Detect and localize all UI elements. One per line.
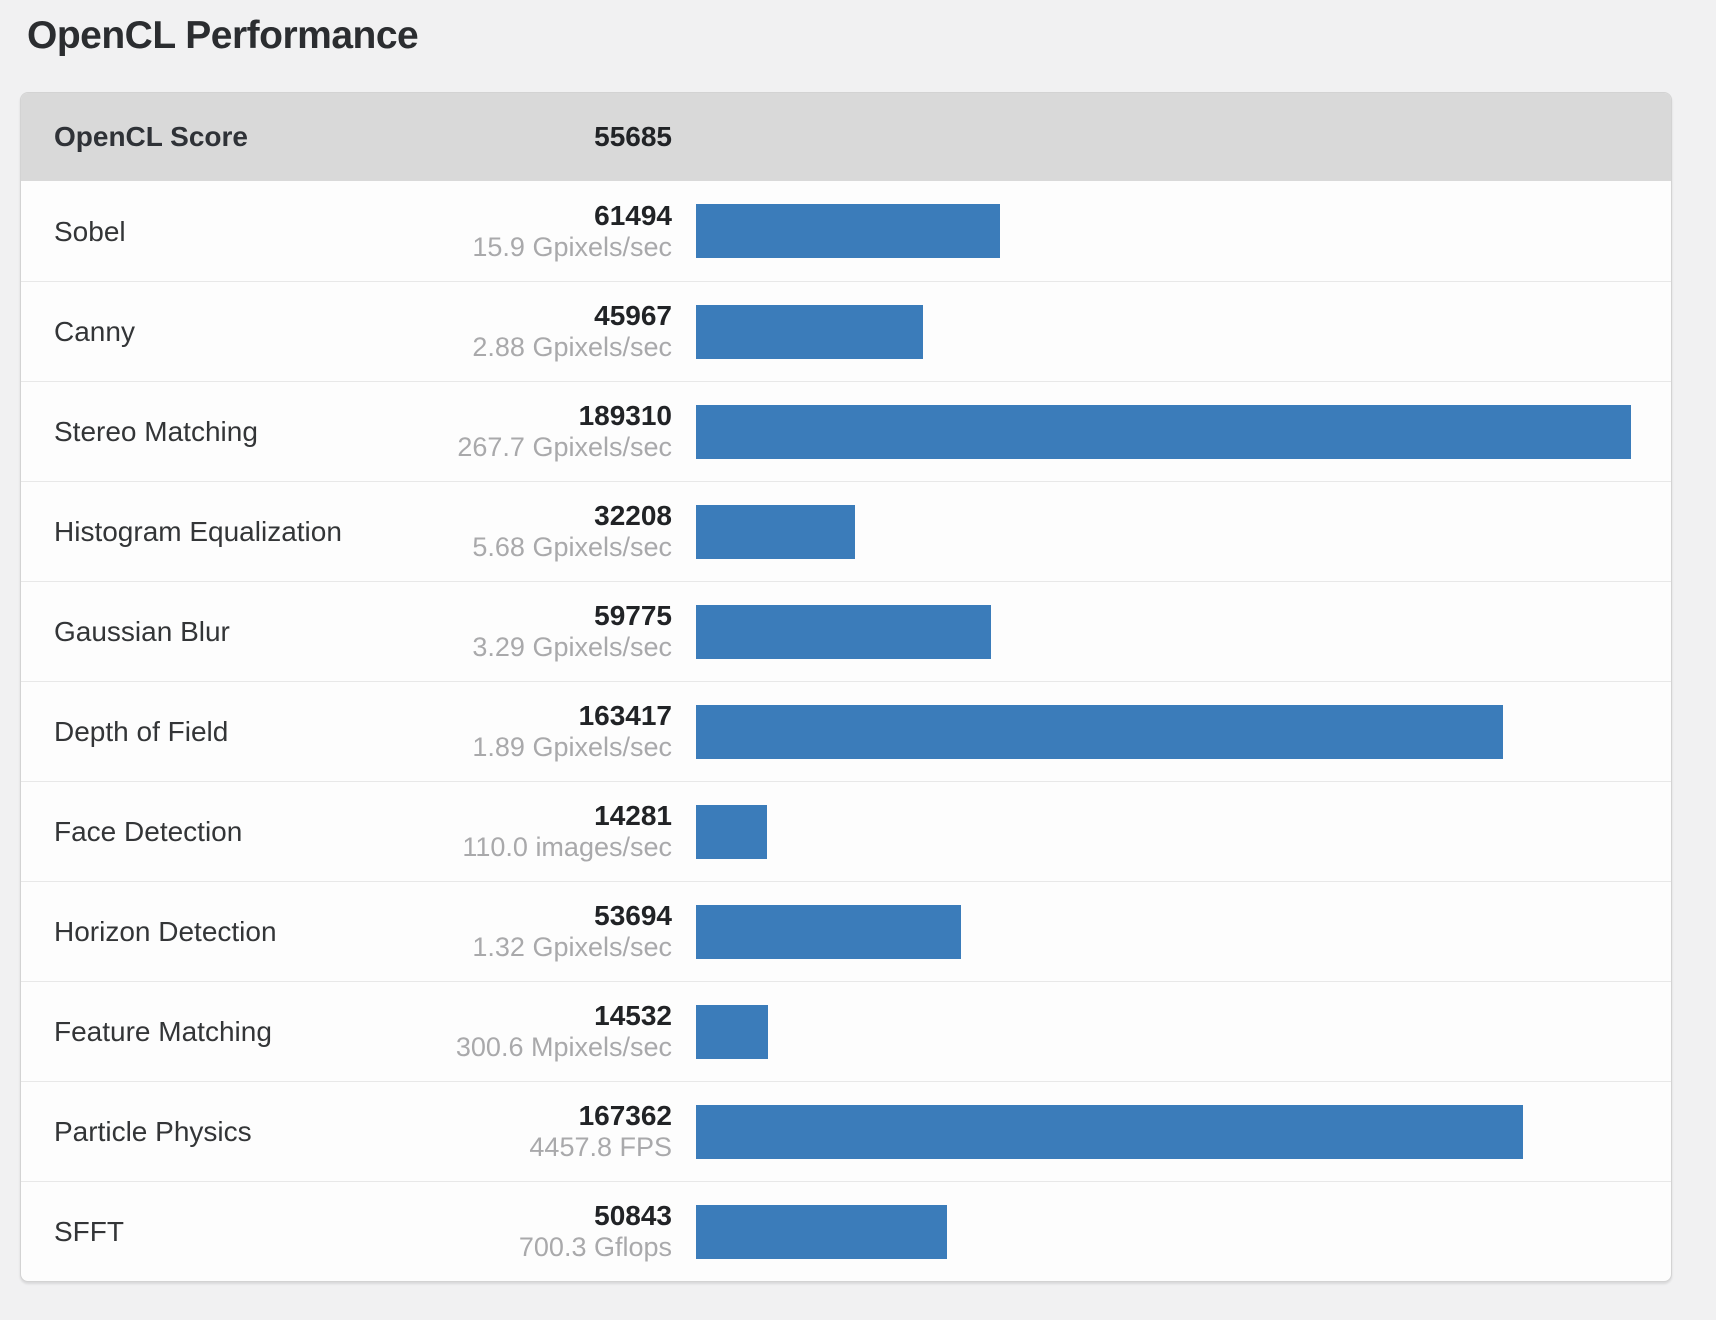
benchmark-score: 50843 <box>594 1200 672 1231</box>
benchmark-values: 167362 4457.8 FPS <box>354 1100 672 1163</box>
benchmark-label: Feature Matching <box>54 1016 272 1047</box>
benchmark-score: 53694 <box>594 900 672 931</box>
benchmark-row: Face Detection 14281 110.0 images/sec <box>21 781 1671 881</box>
benchmark-label: Gaussian Blur <box>54 616 230 647</box>
benchmark-row: Canny 45967 2.88 Gpixels/sec <box>21 281 1671 381</box>
benchmark-values: 14281 110.0 images/sec <box>354 800 672 863</box>
benchmark-row: Feature Matching 14532 300.6 Mpixels/sec <box>21 981 1671 1081</box>
benchmark-label: Particle Physics <box>54 1116 252 1147</box>
score-bar <box>696 804 767 859</box>
benchmark-label: Face Detection <box>54 816 243 847</box>
benchmark-throughput: 4457.8 FPS <box>529 1132 672 1162</box>
benchmark-row: Sobel 61494 15.9 Gpixels/sec <box>21 181 1671 281</box>
benchmark-values: 163417 1.89 Gpixels/sec <box>354 700 672 763</box>
benchmark-score: 163417 <box>578 700 672 731</box>
benchmark-values: 61494 15.9 Gpixels/sec <box>354 200 672 263</box>
benchmark-throughput: 3.29 Gpixels/sec <box>472 632 672 662</box>
benchmark-row: SFFT 50843 700.3 Gflops <box>21 1181 1671 1281</box>
benchmark-label: Horizon Detection <box>54 916 277 947</box>
benchmark-throughput: 1.89 Gpixels/sec <box>472 732 672 762</box>
score-bar <box>696 604 991 659</box>
benchmark-label: Depth of Field <box>54 716 229 747</box>
score-bar-track <box>696 204 1671 258</box>
benchmark-score: 59775 <box>594 600 672 631</box>
benchmark-score: 167362 <box>578 1100 672 1131</box>
benchmark-row: Histogram Equalization 32208 5.68 Gpixel… <box>21 481 1671 581</box>
page-title: OpenCL Performance <box>27 14 419 57</box>
score-bar-track <box>696 1104 1671 1159</box>
score-bar-track <box>696 704 1671 759</box>
score-bar <box>696 904 961 959</box>
benchmark-row: Particle Physics 167362 4457.8 FPS <box>21 1081 1671 1181</box>
benchmark-label: Stereo Matching <box>54 416 258 447</box>
benchmark-throughput: 5.68 Gpixels/sec <box>472 532 672 562</box>
opencl-results-card: OpenCL Score 55685 Sobel 61494 15.9 Gpix… <box>20 92 1672 1282</box>
benchmark-throughput: 1.32 Gpixels/sec <box>472 932 672 962</box>
score-bar-track <box>696 1004 1671 1059</box>
benchmark-row: Depth of Field 163417 1.89 Gpixels/sec <box>21 681 1671 781</box>
score-bar <box>696 304 923 359</box>
benchmark-values: 14532 300.6 Mpixels/sec <box>354 1000 672 1063</box>
benchmark-throughput: 300.6 Mpixels/sec <box>455 1032 672 1062</box>
benchmark-label: SFFT <box>54 1216 124 1247</box>
benchmark-score: 61494 <box>594 199 672 231</box>
score-bar-track <box>696 1204 1671 1259</box>
score-bar <box>696 404 1631 459</box>
benchmark-throughput: 700.3 Gflops <box>518 1232 672 1262</box>
score-bar <box>696 504 855 559</box>
benchmark-row: Horizon Detection 53694 1.32 Gpixels/sec <box>21 881 1671 981</box>
score-bar-track <box>696 804 1671 859</box>
benchmark-rows: Sobel 61494 15.9 Gpixels/sec Canny 45967… <box>21 181 1671 1281</box>
score-bar-track <box>696 504 1671 559</box>
benchmark-label: Canny <box>54 316 135 347</box>
score-bar-track <box>696 304 1671 359</box>
benchmark-throughput: 2.88 Gpixels/sec <box>472 332 672 362</box>
benchmark-values: 32208 5.68 Gpixels/sec <box>354 500 672 563</box>
benchmark-values: 53694 1.32 Gpixels/sec <box>354 900 672 963</box>
benchmark-score: 32208 <box>594 500 672 531</box>
benchmark-score: 14281 <box>594 800 672 831</box>
benchmark-throughput: 15.9 Gpixels/sec <box>472 231 672 262</box>
benchmark-label: Sobel <box>54 215 126 247</box>
benchmark-values: 59775 3.29 Gpixels/sec <box>354 600 672 663</box>
score-bar-track <box>696 904 1671 959</box>
score-bar <box>696 704 1503 759</box>
benchmark-label: Histogram Equalization <box>54 516 342 547</box>
score-bar-track <box>696 404 1671 459</box>
benchmark-throughput: 267.7 Gpixels/sec <box>457 432 672 462</box>
score-bar <box>696 1004 768 1059</box>
score-bar <box>696 204 1000 258</box>
opencl-score-header-row: OpenCL Score 55685 <box>21 93 1671 181</box>
benchmark-values: 50843 700.3 Gflops <box>354 1200 672 1263</box>
benchmark-score: 14532 <box>594 1000 672 1031</box>
score-bar-track <box>696 604 1671 659</box>
benchmark-row: Stereo Matching 189310 267.7 Gpixels/sec <box>21 381 1671 481</box>
benchmark-values: 189310 267.7 Gpixels/sec <box>354 400 672 463</box>
benchmark-score: 45967 <box>594 300 672 331</box>
score-bar <box>696 1204 947 1259</box>
score-bar <box>696 1104 1523 1159</box>
opencl-score-label: OpenCL Score <box>54 121 248 152</box>
benchmark-values: 45967 2.88 Gpixels/sec <box>354 300 672 363</box>
benchmark-score: 189310 <box>578 400 672 431</box>
opencl-score-value: 55685 <box>594 121 672 152</box>
benchmark-row: Gaussian Blur 59775 3.29 Gpixels/sec <box>21 581 1671 681</box>
benchmark-throughput: 110.0 images/sec <box>462 832 672 862</box>
